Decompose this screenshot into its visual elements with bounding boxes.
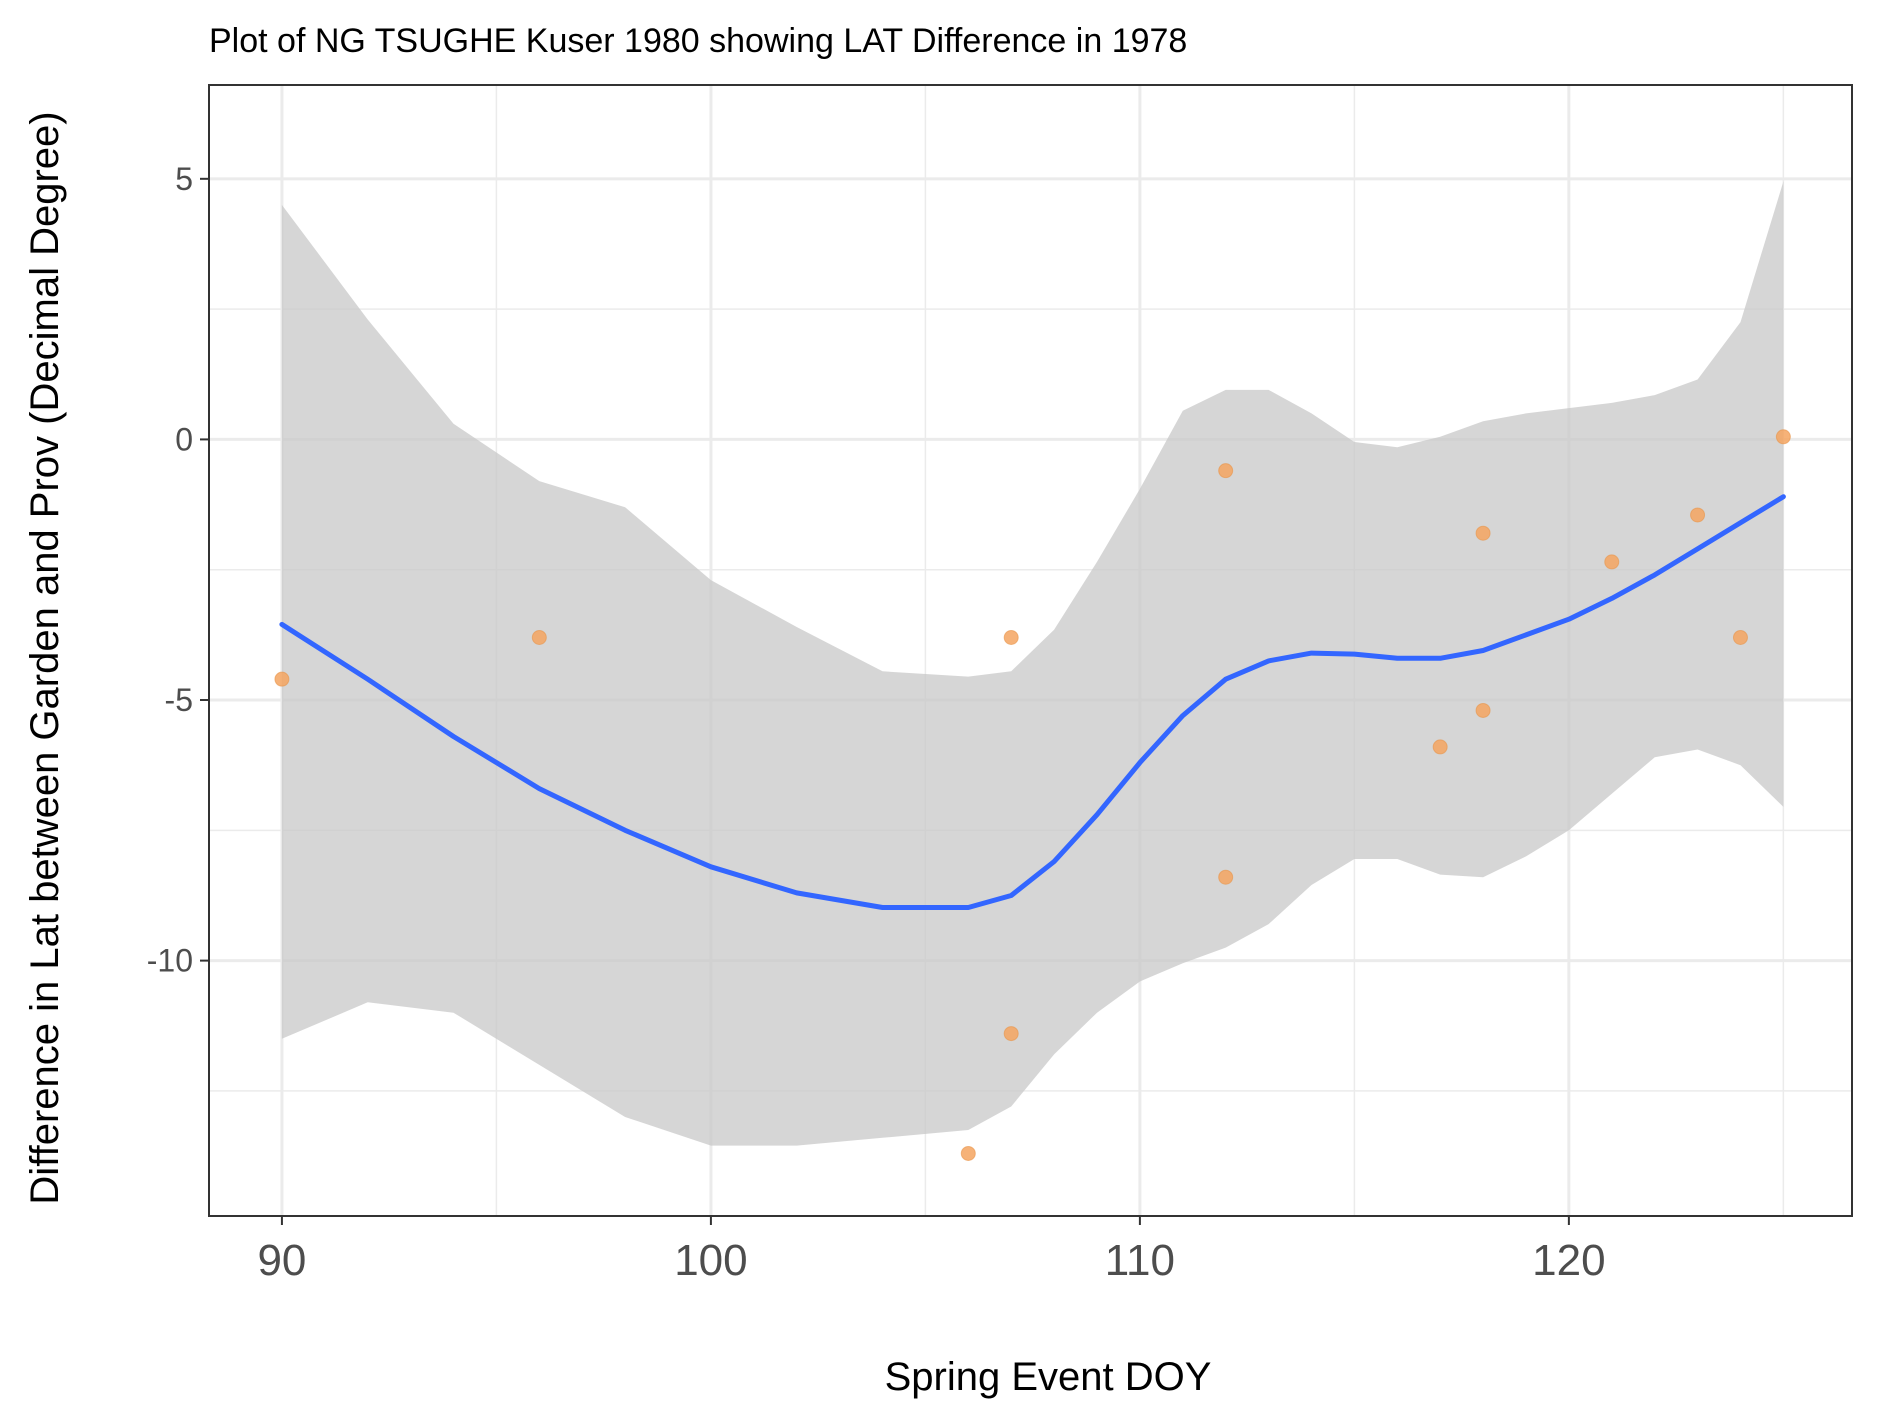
data-point	[1475, 525, 1491, 541]
confidence-ribbon	[281, 181, 1784, 1146]
y-tick-label: 5	[175, 161, 193, 197]
x-axis: 90 100 110 120	[257, 1216, 1606, 1285]
y-tick-label: -10	[147, 943, 193, 979]
x-tick-label: 120	[1532, 1236, 1605, 1285]
data-point	[1218, 869, 1234, 885]
data-point	[1003, 1026, 1019, 1042]
data-point	[1475, 702, 1491, 718]
data-point	[1604, 554, 1620, 570]
data-point	[274, 671, 290, 687]
plot-panel-border	[208, 84, 1853, 1217]
x-tick-label: 110	[1105, 1236, 1175, 1285]
data-point	[1432, 739, 1448, 755]
data-points	[274, 429, 1791, 1161]
data-point	[960, 1145, 976, 1161]
data-point	[1690, 507, 1706, 523]
x-tick-label: 90	[257, 1236, 306, 1285]
y-axis-label: Difference in Lat between Garden and Pro…	[23, 111, 67, 1204]
y-axis: 5 0 -5 -10	[147, 161, 209, 979]
data-point	[1218, 463, 1234, 479]
chart-title: Plot of NG TSUGHE Kuser 1980 showing LAT…	[209, 22, 1187, 60]
smooth-trend-line	[279, 494, 1786, 910]
x-axis-label: Spring Event DOY	[885, 1355, 1212, 1399]
data-point	[531, 629, 547, 645]
x-tick-label: 100	[674, 1236, 747, 1285]
data-point	[1732, 629, 1748, 645]
data-point	[1003, 629, 1019, 645]
y-tick-label: -5	[165, 682, 193, 718]
data-point	[1775, 429, 1791, 445]
y-tick-label: 0	[175, 421, 193, 457]
